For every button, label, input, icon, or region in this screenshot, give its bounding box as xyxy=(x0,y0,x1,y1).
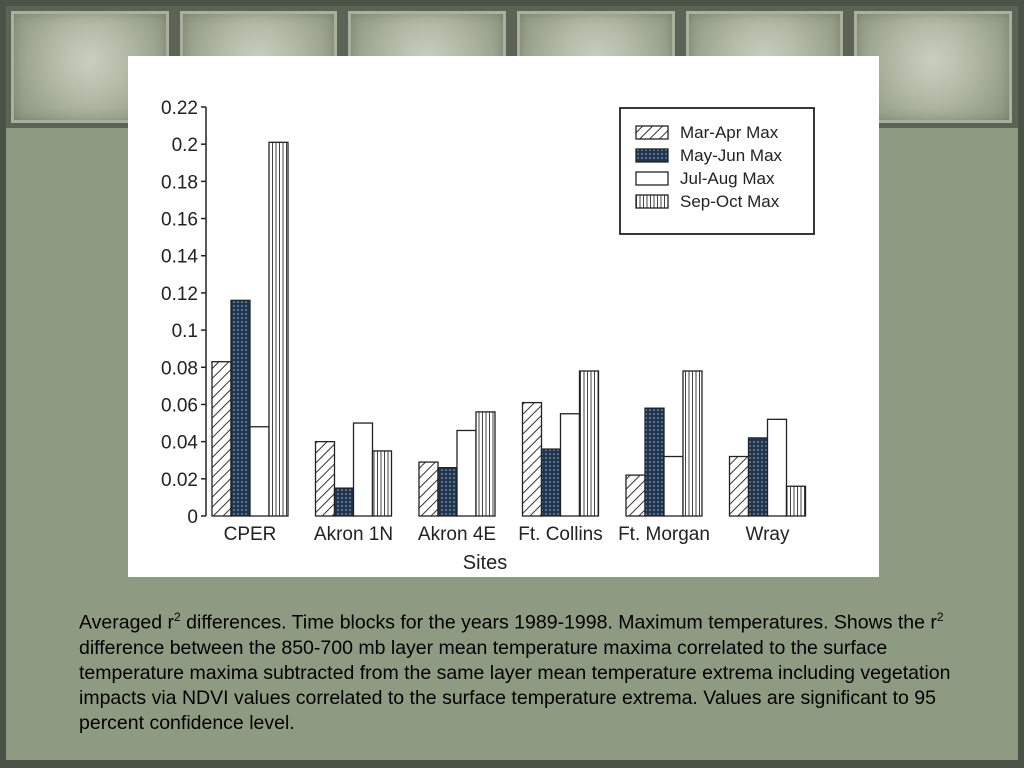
bar xyxy=(540,448,562,517)
bar xyxy=(625,474,646,517)
y-tick-label: 0.22 xyxy=(161,98,198,119)
legend-label: Mar-Apr Max xyxy=(680,123,779,142)
caption-part-a: Averaged r xyxy=(79,611,175,634)
legend-swatch xyxy=(635,125,669,140)
bar xyxy=(314,440,336,517)
bar xyxy=(418,461,439,517)
bar xyxy=(766,418,788,517)
bar xyxy=(521,401,543,517)
y-tick-label: 0.1 xyxy=(172,321,198,342)
bars xyxy=(211,141,807,517)
bar-chart: 0 0.02 0.04 0.06 0.08 0.1 0.12 0.14 0.16 0.18 0.2 0… xyxy=(161,98,815,574)
bar xyxy=(663,455,684,517)
legend-swatch xyxy=(635,194,669,209)
caption: Averaged r2 differences. Time blocks for… xyxy=(79,605,969,736)
bar xyxy=(682,370,703,517)
x-tick-label: Akron 1N xyxy=(314,524,393,545)
x-axis-title: Sites xyxy=(463,552,507,574)
caption-superscript-b: 2 xyxy=(936,610,944,624)
bar xyxy=(437,467,458,517)
bar xyxy=(268,141,289,517)
bar xyxy=(371,450,393,517)
y-tick-label: 0.16 xyxy=(161,210,198,231)
bar xyxy=(475,411,496,517)
x-tick-label: CPER xyxy=(224,524,277,545)
legend-label: Sep-Oct Max xyxy=(680,192,780,211)
axis-labels: 0 0.02 0.04 0.06 0.08 0.1 0.12 0.14 0.16 0.18 0.2 0… xyxy=(161,98,790,574)
bar xyxy=(352,422,374,517)
bar xyxy=(211,361,232,517)
bar xyxy=(456,429,477,517)
bar xyxy=(785,485,807,517)
bar xyxy=(559,413,581,517)
bar xyxy=(249,426,270,517)
bottom-border xyxy=(0,760,1024,768)
axes xyxy=(201,106,207,517)
legend-swatch xyxy=(635,148,669,163)
x-tick-label: Ft. Collins xyxy=(518,524,602,545)
y-tick-label: 0.2 xyxy=(172,135,198,156)
bar xyxy=(747,437,769,517)
legend-label: Jul-Aug Max xyxy=(680,169,775,188)
bar xyxy=(644,407,665,517)
y-tick-label: 0.08 xyxy=(161,358,198,379)
bar xyxy=(728,455,750,517)
x-tick-label: Wray xyxy=(746,524,790,545)
y-tick-label: 0.18 xyxy=(161,172,198,193)
legend: Mar-Apr Max May-Jun Max Jul-Aug Max Sep-Oct… xyxy=(619,107,815,235)
caption-text: Averaged r2 differences. Time blocks for… xyxy=(79,605,969,736)
bar xyxy=(333,487,355,517)
bar xyxy=(230,299,251,517)
caption-part-c: difference between the 850-700 mb layer … xyxy=(79,636,951,734)
legend-label: May-Jun Max xyxy=(680,146,783,165)
y-tick-label: 0.12 xyxy=(161,284,198,305)
y-tick-label: 0.02 xyxy=(161,470,198,491)
bar xyxy=(578,370,600,517)
y-tick-label: 0.06 xyxy=(161,395,198,416)
caption-part-b: differences. Time blocks for the years 1… xyxy=(180,611,937,634)
x-tick-label: Akron 4E xyxy=(418,524,496,545)
legend-swatch xyxy=(635,171,669,186)
y-tick-label: 0.04 xyxy=(161,433,198,454)
chart-panel: 0 0.02 0.04 0.06 0.08 0.1 0.12 0.14 0.16 0.18 0.2 0… xyxy=(128,56,879,577)
y-tick-label: 0 xyxy=(187,507,198,528)
y-tick-label: 0.14 xyxy=(161,247,198,268)
x-tick-label: Ft. Morgan xyxy=(618,524,710,545)
caption-superscript-a: 2 xyxy=(174,610,181,624)
